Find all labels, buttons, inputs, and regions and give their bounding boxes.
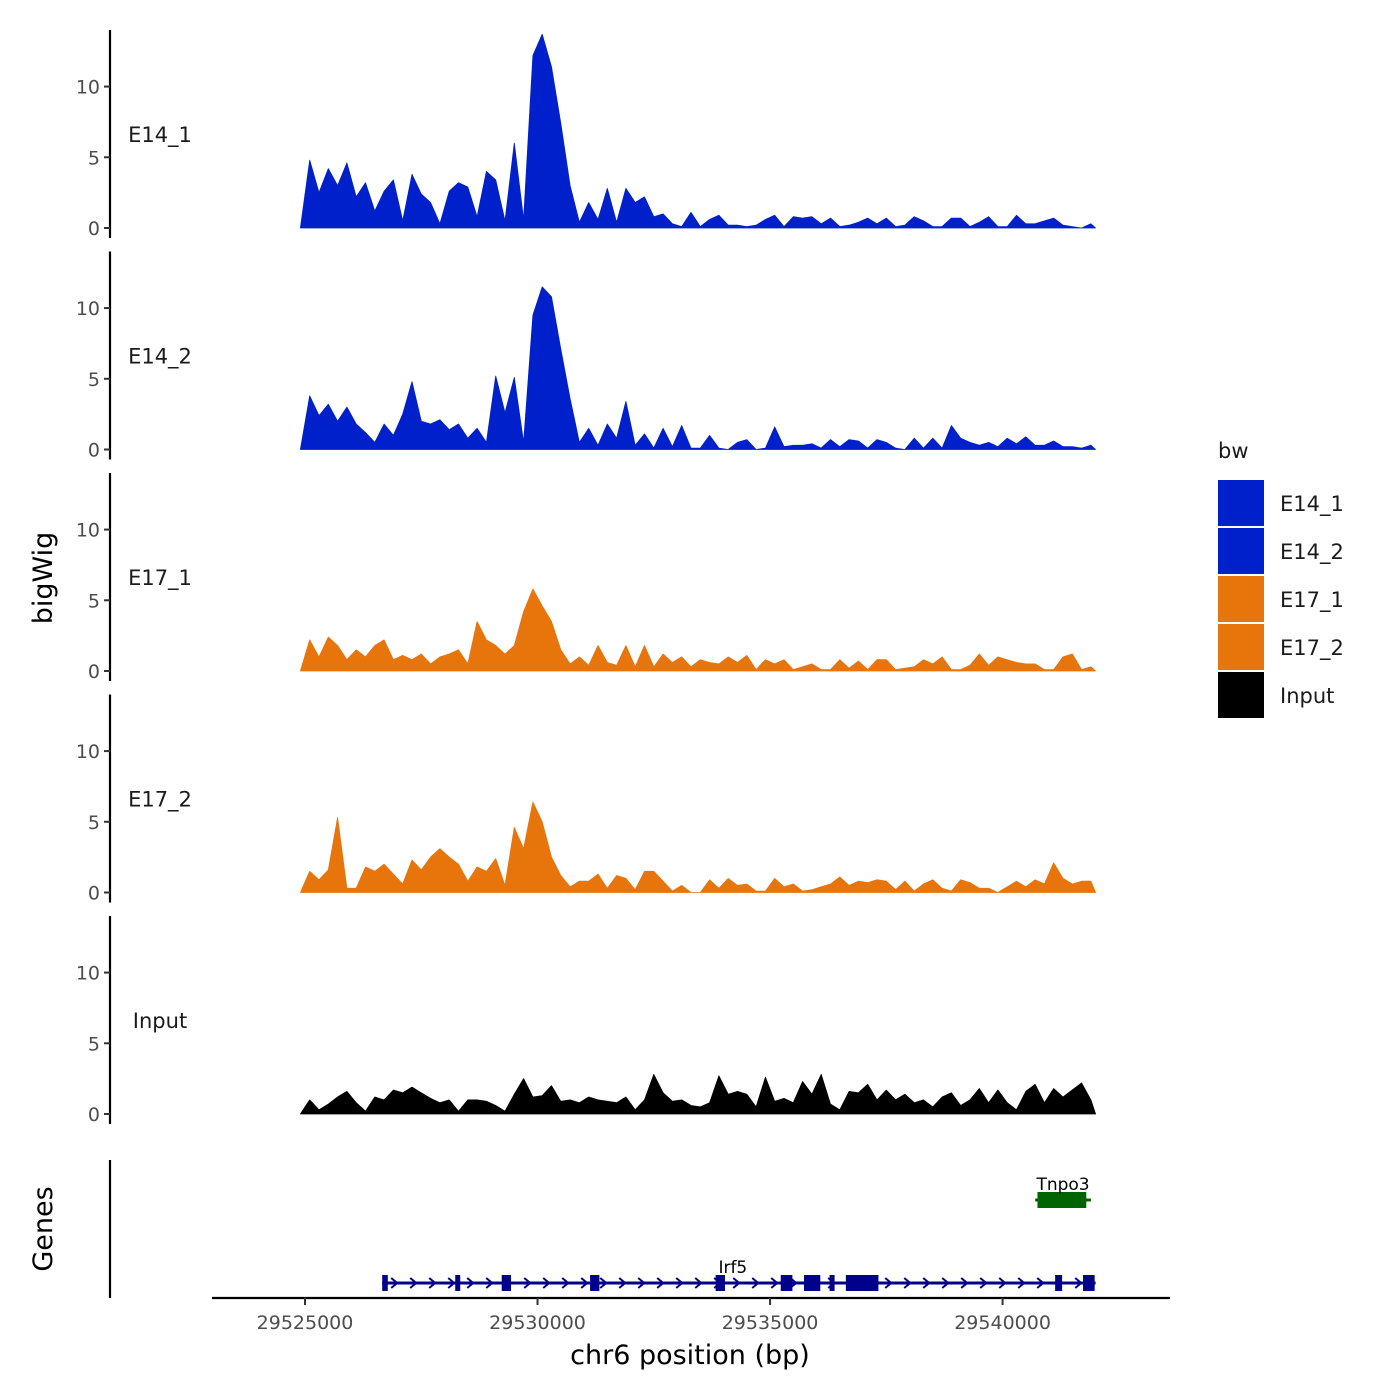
strand-arrow [523, 1277, 532, 1289]
track-panel-e14_1: 0 5 10 E14_1 [76, 30, 1096, 240]
track-label: E17_1 [128, 566, 192, 591]
legend-label: E14_2 [1280, 540, 1344, 565]
strand-arrow [675, 1277, 684, 1289]
signal-track-panels: 0 5 10 E14_1 0 5 10 E14_2 0 5 10 E17_1 0 5 10 E17_2 0 5 10… [76, 30, 1096, 1126]
strand-arrow [580, 1277, 589, 1289]
legend-swatch [1218, 672, 1264, 718]
legend-label: E17_2 [1280, 636, 1344, 661]
y-tick-label: 5 [88, 1033, 100, 1055]
strand-arrow [1074, 1277, 1083, 1289]
y-tick-label: 10 [76, 77, 100, 99]
strand-arrow [409, 1277, 418, 1289]
signal-area [300, 801, 1096, 893]
strand-arrow [751, 1277, 760, 1289]
y-tick-label: 10 [76, 298, 100, 320]
legend-swatch [1218, 528, 1264, 574]
strand-arrow [561, 1277, 570, 1289]
track-panel-e17_2: 0 5 10 E17_2 [76, 694, 1096, 905]
y-tick-label: 10 [76, 741, 100, 763]
y-tick-label: 0 [88, 1104, 100, 1126]
legend-swatch [1218, 480, 1264, 526]
strand-arrow [1017, 1277, 1026, 1289]
gene-tnpo3: Tnpo3 [1035, 1175, 1091, 1208]
exon [590, 1275, 600, 1291]
strand-arrow [979, 1277, 988, 1289]
y-tick-label: 0 [88, 661, 100, 683]
strand-arrow [770, 1277, 779, 1289]
track-panel-e17_1: 0 5 10 E17_1 [76, 473, 1096, 683]
track-label: Input [133, 1009, 187, 1033]
strand-arrow [694, 1277, 703, 1289]
strand-arrow [1036, 1277, 1045, 1289]
y-tick-label: 5 [88, 147, 100, 169]
strand-arrow [903, 1277, 912, 1289]
legend-label: Input [1280, 684, 1334, 708]
signal-area [300, 1074, 1096, 1115]
gene-label: Irf5 [718, 1258, 747, 1278]
legend-label: E14_1 [1280, 492, 1344, 517]
strand-arrow [485, 1277, 494, 1289]
x-tick-label: 29525000 [257, 1312, 354, 1334]
x-axis: 29525000 29530000 29535000 29540000 [212, 1296, 1170, 1334]
y-tick-label: 0 [88, 440, 100, 462]
legend-swatch [1218, 576, 1264, 622]
strand-arrow [960, 1277, 969, 1289]
strand-arrow [599, 1277, 608, 1289]
x-tick-label: 29530000 [489, 1312, 586, 1334]
track-label: E17_2 [128, 788, 192, 813]
signal-area [300, 286, 1096, 450]
exon [804, 1275, 821, 1291]
exon [829, 1275, 835, 1291]
exon [1037, 1192, 1087, 1208]
legend-title: bw [1218, 439, 1249, 463]
x-axis-title: chr6 position (bp) [570, 1340, 810, 1371]
y-tick-label: 5 [88, 590, 100, 612]
genes-axis-title: Genes [28, 1186, 59, 1271]
y-tick-label: 10 [76, 963, 100, 985]
strand-arrow [428, 1277, 437, 1289]
y-tick-label: 0 [88, 218, 100, 240]
exon [715, 1275, 725, 1291]
exon [1055, 1275, 1063, 1291]
exon [455, 1275, 461, 1291]
y-tick-label: 5 [88, 812, 100, 834]
strand-arrow [922, 1277, 931, 1289]
track-label: E14_2 [128, 345, 192, 370]
strand-arrow [656, 1277, 665, 1289]
y-tick-label: 0 [88, 883, 100, 905]
exon [780, 1275, 793, 1291]
strand-arrow [637, 1277, 646, 1289]
strand-arrow [884, 1277, 893, 1289]
legend-swatch [1218, 624, 1264, 670]
x-tick-label: 29540000 [954, 1312, 1051, 1334]
x-tick-label: 29535000 [722, 1312, 819, 1334]
strand-arrow [447, 1277, 456, 1289]
exon [1083, 1275, 1095, 1291]
strand-arrow [998, 1277, 1007, 1289]
strand-arrow [542, 1277, 551, 1289]
strand-arrow [941, 1277, 950, 1289]
signal-area [300, 33, 1096, 229]
exon [501, 1275, 512, 1291]
strand-arrow [618, 1277, 627, 1289]
exon [845, 1275, 879, 1291]
exon [382, 1275, 388, 1291]
legend: bw E14_1 E14_2 E17_1 E17_2 Input [1218, 439, 1344, 718]
strand-arrow [390, 1277, 399, 1289]
track-panel-e14_2: 0 5 10 E14_2 [76, 251, 1096, 462]
y-tick-label: 5 [88, 369, 100, 391]
y-axis-title: bigWig [28, 532, 59, 625]
gene-irf5: Irf5 [382, 1258, 1096, 1291]
track-label: E14_1 [128, 123, 192, 148]
legend-label: E17_1 [1280, 588, 1344, 613]
genes-panel: Irf5 Tnpo3 [108, 1160, 1096, 1298]
strand-arrow [466, 1277, 475, 1289]
strand-arrow [732, 1277, 741, 1289]
track-panel-input: 0 5 10 Input [76, 916, 1096, 1126]
y-tick-label: 10 [76, 520, 100, 542]
signal-area [300, 588, 1096, 672]
gene-label: Tnpo3 [1035, 1175, 1089, 1195]
